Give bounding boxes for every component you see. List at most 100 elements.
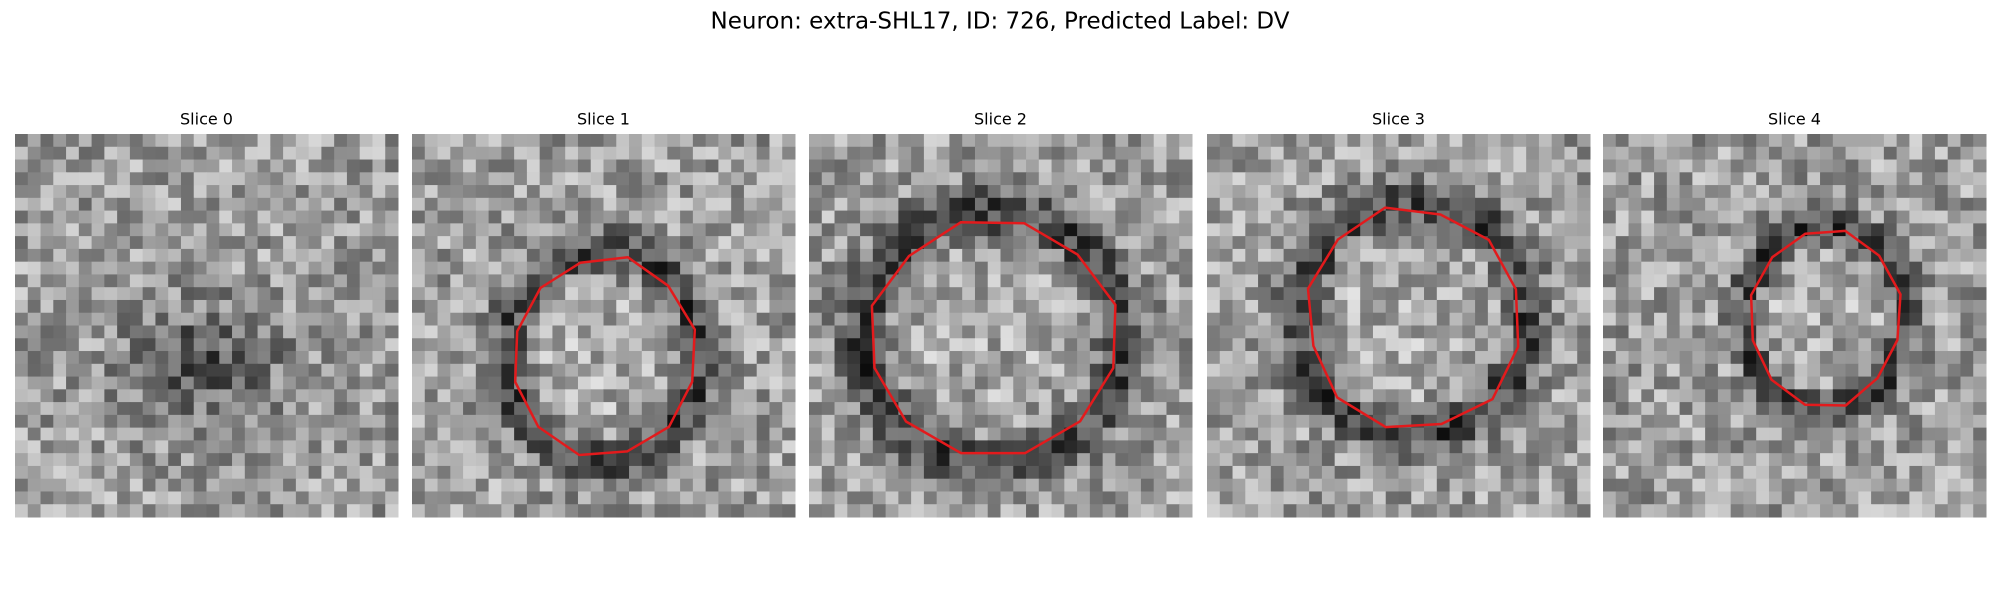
pixel [809, 440, 823, 454]
pixel [1219, 287, 1234, 301]
pixel [1077, 453, 1091, 467]
pixel [872, 299, 887, 314]
pixel [1475, 210, 1489, 224]
pixel [1000, 402, 1014, 416]
pixel [168, 312, 182, 326]
pixel [1973, 299, 1987, 314]
pixel [1781, 363, 1795, 378]
pixel [1372, 223, 1387, 237]
pixel [756, 504, 770, 518]
pixel [974, 312, 989, 326]
pixel [257, 402, 271, 416]
pixel [962, 210, 976, 224]
pixel [66, 376, 80, 390]
pixel [1309, 402, 1323, 416]
pixel [1641, 491, 1655, 505]
pixel [321, 134, 335, 148]
pixel [142, 351, 156, 365]
pixel [923, 159, 938, 173]
pixel [552, 287, 566, 301]
pixel [206, 453, 220, 467]
pixel [667, 351, 681, 365]
pixel [1013, 351, 1027, 365]
pixel [1064, 427, 1078, 441]
pixel [782, 376, 796, 390]
pixel [385, 287, 399, 301]
pixel [104, 197, 118, 212]
pixel [463, 223, 477, 237]
pixel [1360, 478, 1374, 492]
pixel [552, 236, 566, 250]
pixel [1166, 325, 1180, 339]
pixel [552, 491, 566, 505]
pixel [1717, 312, 1732, 326]
pixel [437, 146, 451, 161]
pixel [667, 159, 681, 173]
pixel [743, 134, 758, 148]
pixel [1628, 351, 1642, 365]
pixel [1641, 159, 1655, 173]
pixel [1064, 389, 1078, 403]
pixel [232, 274, 246, 288]
pixel [756, 363, 770, 378]
pixel [1309, 287, 1323, 301]
pixel [911, 223, 925, 237]
pixel [91, 414, 105, 429]
pixel [1449, 338, 1463, 352]
pixel [295, 402, 310, 416]
pixel [1487, 427, 1502, 441]
pixel [743, 478, 758, 492]
pixel [1538, 376, 1553, 390]
pixel [1436, 146, 1451, 161]
pixel [334, 363, 348, 378]
pixel [372, 376, 386, 390]
pixel [155, 172, 169, 186]
pixel [1153, 287, 1167, 301]
pixel [539, 159, 553, 173]
pixel [1820, 465, 1834, 480]
pixel [1115, 338, 1129, 352]
pixel [437, 172, 451, 186]
pixel [1064, 312, 1078, 326]
pixel [552, 414, 566, 429]
pixel [1934, 478, 1949, 492]
pixel [1207, 389, 1221, 403]
pixel [667, 236, 681, 250]
pixel [769, 248, 783, 263]
pixel [756, 223, 770, 237]
pixel [680, 338, 694, 352]
pixel [1411, 402, 1425, 416]
pixel [1219, 363, 1234, 378]
pixel [641, 274, 656, 288]
pixel [66, 236, 80, 250]
pixel [1551, 414, 1565, 429]
pixel [514, 134, 528, 148]
pixel [27, 427, 42, 441]
pixel [1666, 197, 1681, 212]
pixel [962, 440, 976, 454]
pixel [27, 389, 42, 403]
pixel [1449, 312, 1463, 326]
pixel [1424, 440, 1438, 454]
pixel [1334, 248, 1348, 263]
pixel [15, 351, 29, 365]
pixel [680, 491, 694, 505]
pixel [1781, 287, 1795, 301]
pixel [1973, 325, 1987, 339]
pixel [1973, 351, 1987, 365]
pixel [860, 185, 874, 199]
pixel [1500, 453, 1514, 467]
pixel [539, 453, 553, 467]
pixel [962, 465, 976, 480]
pixel [911, 440, 925, 454]
pixel [1179, 274, 1193, 288]
pixel [244, 312, 259, 326]
pixel [860, 134, 874, 148]
pixel [142, 440, 156, 454]
pixel [1258, 504, 1272, 518]
pixel [1283, 159, 1297, 173]
pixel [514, 453, 528, 467]
pixel [847, 325, 861, 339]
pixel [91, 325, 105, 339]
pixel [987, 159, 1001, 173]
